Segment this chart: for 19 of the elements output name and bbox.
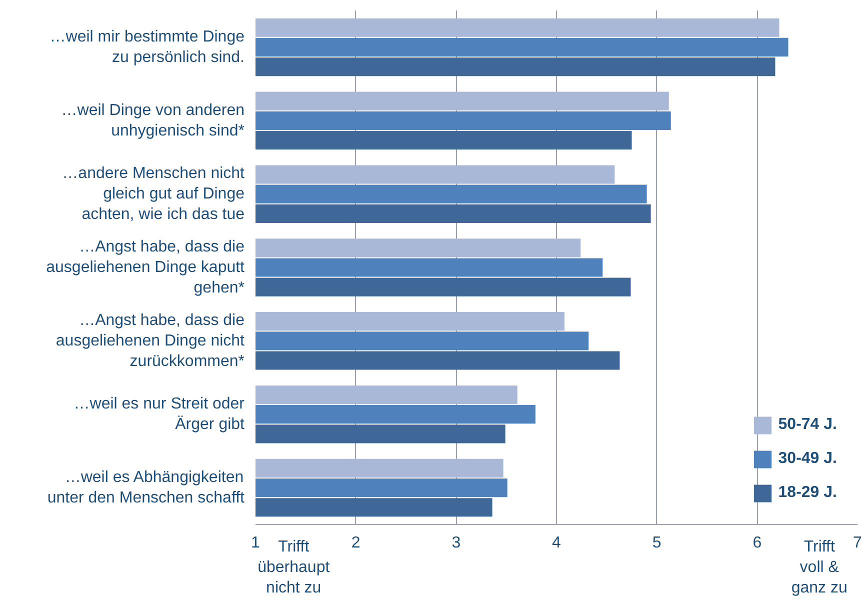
y-tick-label: …weil mir bestimmte Dinge zu persönlich sind.	[50, 28, 245, 66]
legend-label: 18-29 J.	[778, 484, 837, 502]
x-tick-label: 6	[752, 534, 762, 552]
y-tick-label: …Angst habe, dass die ausgeliehenen Dinge nicht zurückkommen*	[56, 312, 246, 370]
legend-label: 50-74 J.	[778, 416, 837, 434]
text: Trifft überhaupt nicht zu	[258, 538, 330, 596]
x-tick-label: 3	[452, 534, 461, 552]
y-tick-label: …weil es Abhängigkeiten unter den Menschen schafft	[47, 469, 246, 506]
y-tick-label: …Angst habe, dass die ausgeliehenen Dinge kaputt gehen*	[46, 238, 246, 296]
x-tick-label: 7	[853, 534, 862, 552]
y-tick-label: …weil es nur Streit oder Ärger gibt	[74, 396, 246, 434]
y-tick-label: …andere Menschen nicht gleich gut auf Dinge achten, wie ich das tue	[62, 165, 246, 223]
legend-label: 30-49 J.	[778, 450, 837, 468]
x-tick-label: 5	[652, 534, 662, 552]
x-tick-label: 1	[251, 534, 260, 552]
x-tick-label: 4	[552, 534, 562, 552]
y-tick-label: …weil Dinge von anderen unhygienisch sind*	[61, 102, 244, 140]
text: Trifft voll & ganz zu	[791, 538, 848, 596]
x-tick-label: 2	[351, 534, 360, 552]
